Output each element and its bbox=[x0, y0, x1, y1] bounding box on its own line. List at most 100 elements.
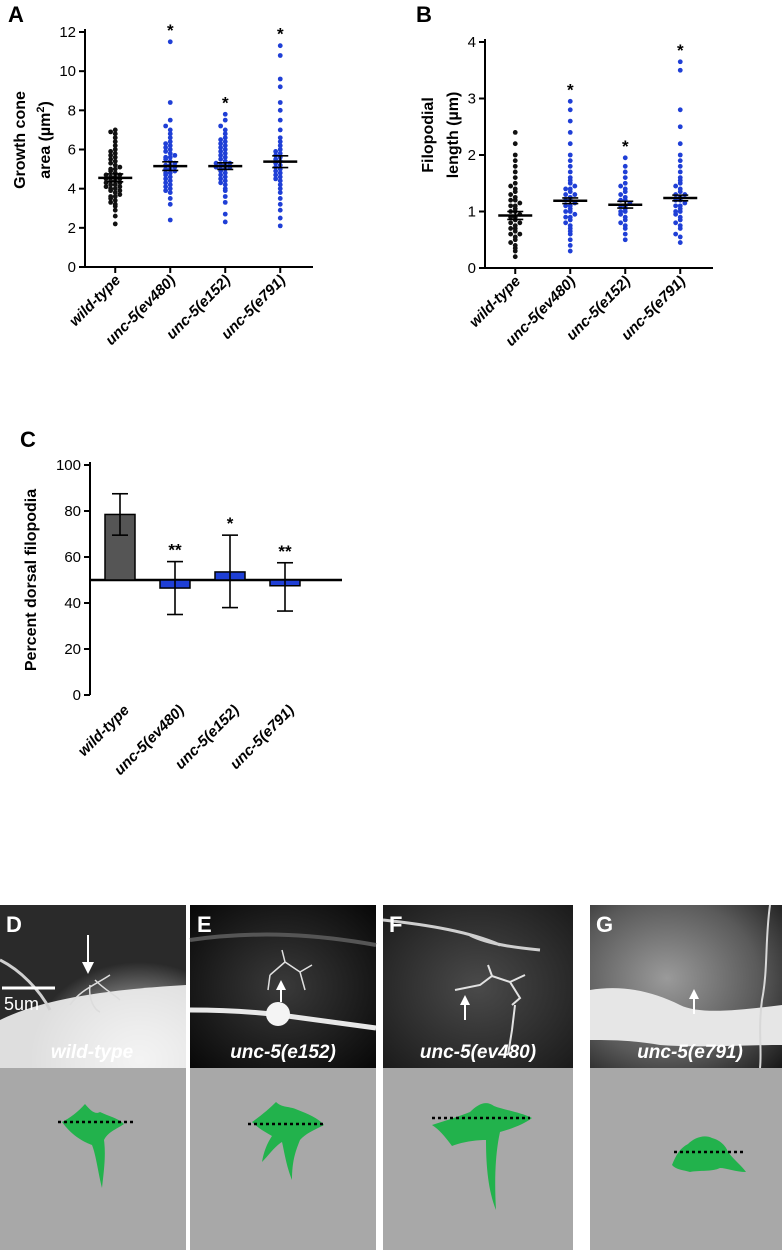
schematic-d-growth-cone bbox=[62, 1104, 124, 1188]
data-point bbox=[273, 172, 279, 178]
data-point bbox=[277, 127, 283, 133]
data-point bbox=[277, 178, 283, 184]
data-point bbox=[222, 147, 228, 152]
data-point bbox=[673, 209, 679, 214]
data-point bbox=[618, 183, 624, 189]
data-point bbox=[567, 223, 573, 229]
data-point bbox=[567, 141, 573, 147]
y-tick-label: 8 bbox=[68, 102, 76, 119]
data-point bbox=[222, 186, 228, 192]
data-point bbox=[277, 201, 283, 207]
data-point bbox=[673, 183, 679, 189]
data-point bbox=[567, 248, 573, 254]
data-point bbox=[167, 135, 173, 141]
micrograph-g-arrowhead bbox=[689, 989, 699, 999]
data-point bbox=[112, 143, 118, 148]
data-point bbox=[277, 107, 283, 113]
data-point bbox=[622, 186, 628, 192]
data-point bbox=[277, 143, 283, 148]
schematic-e-bg bbox=[190, 1068, 376, 1250]
data-point bbox=[277, 223, 283, 229]
data-point bbox=[508, 183, 514, 189]
data-point bbox=[112, 186, 118, 192]
data-point bbox=[618, 220, 624, 226]
data-point bbox=[277, 196, 283, 201]
data-point bbox=[517, 220, 523, 226]
data-point bbox=[512, 203, 518, 209]
panel-b-scatter: B 01234wild-typeunc-5(ev480)unc-5(e152)u… bbox=[416, 2, 713, 350]
significance-marker: ** bbox=[168, 541, 182, 560]
data-point bbox=[508, 231, 514, 237]
significance-marker: * bbox=[567, 80, 574, 99]
micrograph-f: F unc-5(ev480) bbox=[382, 905, 573, 1250]
data-point bbox=[622, 223, 628, 229]
y-tick-label: 0 bbox=[73, 687, 81, 704]
data-point bbox=[222, 131, 228, 137]
data-point bbox=[277, 190, 283, 195]
data-point bbox=[163, 188, 169, 194]
micrograph-f-arrowhead bbox=[460, 995, 470, 1005]
data-point bbox=[677, 163, 683, 169]
data-point bbox=[222, 194, 228, 199]
data-point bbox=[163, 145, 169, 150]
data-point bbox=[167, 201, 173, 207]
data-point bbox=[112, 151, 118, 156]
data-point bbox=[618, 209, 624, 214]
data-point bbox=[563, 220, 569, 226]
data-point bbox=[622, 155, 628, 161]
data-point bbox=[567, 98, 573, 104]
data-point bbox=[163, 176, 169, 182]
data-point bbox=[512, 158, 518, 164]
scale-bar-label: 5um bbox=[4, 994, 39, 1014]
data-point bbox=[108, 152, 114, 158]
data-point bbox=[277, 170, 283, 176]
data-point bbox=[572, 211, 578, 217]
micrograph-e-growth-cone bbox=[267, 949, 313, 991]
data-point bbox=[682, 200, 688, 206]
data-point bbox=[163, 141, 169, 147]
data-point bbox=[117, 184, 123, 190]
y-tick-label: 6 bbox=[68, 142, 76, 159]
y-tick-label: 4 bbox=[68, 181, 76, 198]
data-point bbox=[218, 176, 224, 182]
data-point bbox=[273, 176, 279, 182]
y-tick-label: 20 bbox=[64, 641, 81, 658]
data-point bbox=[277, 53, 283, 58]
data-point bbox=[512, 194, 518, 200]
data-point bbox=[512, 152, 518, 158]
micrograph-f-process bbox=[382, 918, 541, 952]
data-point bbox=[172, 152, 178, 158]
data-point bbox=[277, 43, 283, 49]
data-point bbox=[218, 141, 224, 147]
data-point bbox=[622, 194, 628, 200]
data-point bbox=[277, 147, 283, 152]
micrograph-e-letter: E bbox=[197, 912, 212, 937]
micrograph-f-letter: F bbox=[389, 912, 402, 937]
data-point bbox=[167, 170, 173, 176]
data-point bbox=[222, 199, 228, 205]
data-point bbox=[622, 231, 628, 237]
micrograph-d-growth-cone bbox=[69, 974, 121, 1013]
data-point bbox=[567, 243, 573, 248]
micrograph-e: E unc-5(e152) bbox=[189, 905, 377, 1250]
data-point bbox=[108, 182, 114, 188]
significance-marker: * bbox=[227, 514, 234, 533]
data-point bbox=[163, 184, 169, 190]
category-label: wild-type bbox=[466, 273, 524, 331]
data-point bbox=[677, 152, 683, 158]
data-point bbox=[112, 135, 118, 141]
micrograph-f-image bbox=[383, 905, 573, 1068]
panel-c-axes: 020406080100wild-typeunc-5(ev480)unc-5(e… bbox=[56, 457, 342, 779]
data-point bbox=[222, 143, 228, 148]
micrograph-e-arrowhead bbox=[276, 980, 286, 990]
data-point bbox=[508, 203, 514, 209]
data-point bbox=[222, 178, 228, 184]
data-point bbox=[277, 100, 283, 105]
y-tick-label: 2 bbox=[468, 147, 476, 164]
data-point bbox=[673, 220, 679, 226]
category-label: wild-type bbox=[75, 702, 133, 760]
data-point bbox=[563, 192, 569, 197]
data-point bbox=[218, 172, 224, 178]
micrograph-d-process bbox=[0, 958, 52, 1011]
category-label: wild-type bbox=[66, 272, 124, 330]
